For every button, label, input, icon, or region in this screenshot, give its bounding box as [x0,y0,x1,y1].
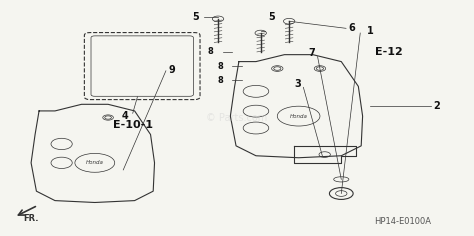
Text: 7: 7 [309,48,315,58]
Text: Honda: Honda [290,114,308,119]
Text: FR.: FR. [23,214,38,223]
Text: 1: 1 [367,26,374,36]
Text: 6: 6 [348,23,355,33]
Text: 5: 5 [268,12,274,21]
Text: 2: 2 [434,101,440,111]
Text: 8: 8 [217,62,223,71]
Text: 5: 5 [192,12,199,21]
Text: HP14-E0100A: HP14-E0100A [374,217,431,226]
Text: Honda: Honda [86,160,104,165]
Text: 3: 3 [294,79,301,89]
Text: 4: 4 [121,111,128,121]
Text: 8: 8 [217,76,223,85]
Text: 8: 8 [208,47,213,56]
Text: 9: 9 [168,65,175,75]
Text: E-12: E-12 [375,47,402,57]
Text: E-10-1: E-10-1 [113,120,153,130]
Text: © Parts.com: © Parts.com [206,113,268,123]
